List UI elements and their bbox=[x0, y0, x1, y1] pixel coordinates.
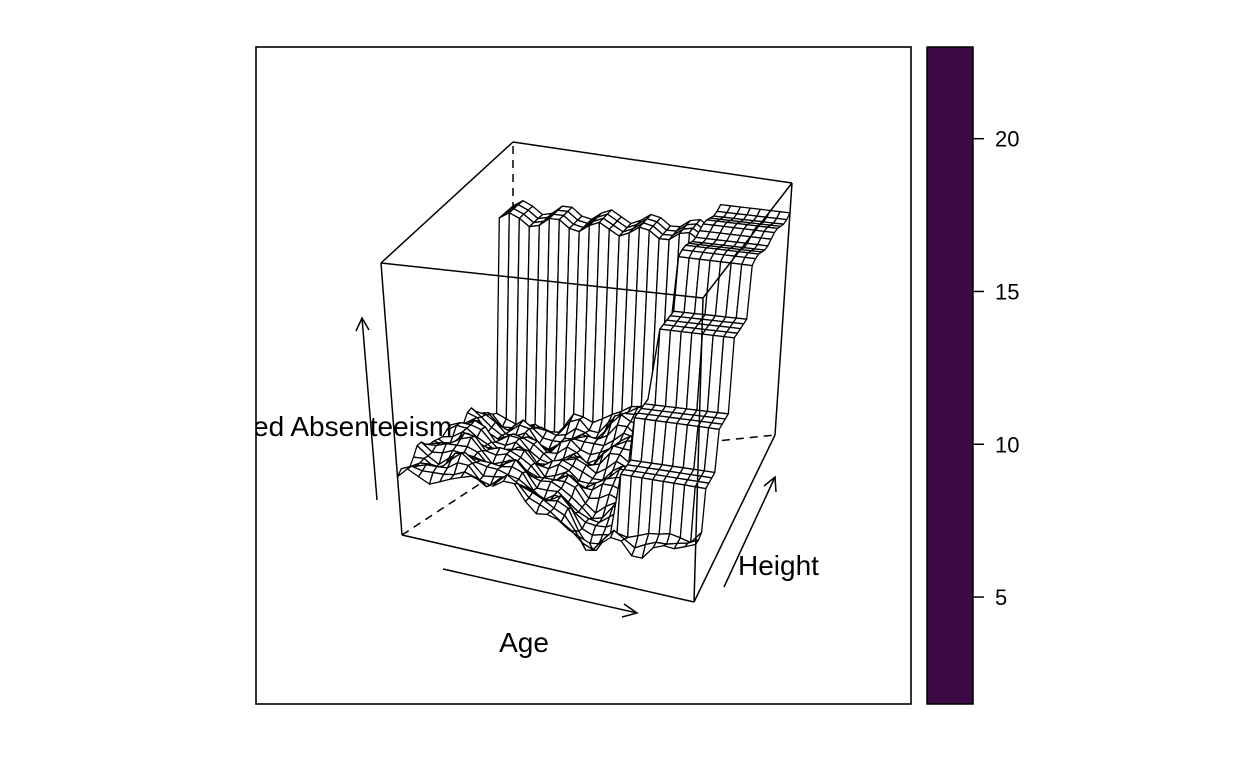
y-axis-arrow bbox=[723, 475, 777, 588]
box-edge bbox=[380, 141, 514, 264]
colorbar-tick-label: 5 bbox=[995, 585, 1007, 610]
box-front-edges bbox=[380, 141, 793, 603]
box-edge bbox=[512, 141, 793, 184]
box-edge bbox=[380, 262, 403, 536]
colorbar-tick-label: 10 bbox=[995, 432, 1019, 457]
box-edge bbox=[774, 182, 793, 436]
colorbar-ticks: 5 10 15 20 bbox=[973, 127, 1019, 610]
z-axis-arrow bbox=[355, 316, 378, 501]
box-edge bbox=[693, 297, 704, 603]
colorbar-tick-label: 15 bbox=[995, 279, 1019, 304]
z-axis-label: ed Absenteeism bbox=[253, 411, 452, 442]
x-axis-label: Age bbox=[499, 627, 549, 658]
y-axis-label: Height bbox=[738, 550, 819, 581]
box-edge bbox=[380, 262, 704, 299]
plot-panel bbox=[255, 46, 912, 705]
colorbar bbox=[926, 46, 974, 705]
box-edge bbox=[401, 534, 695, 603]
surface-mesh bbox=[396, 200, 791, 559]
colorbar-tick-label: 20 bbox=[995, 127, 1019, 152]
x-axis-arrow bbox=[442, 568, 639, 618]
box-edge bbox=[693, 434, 776, 603]
box-edge bbox=[702, 182, 793, 299]
